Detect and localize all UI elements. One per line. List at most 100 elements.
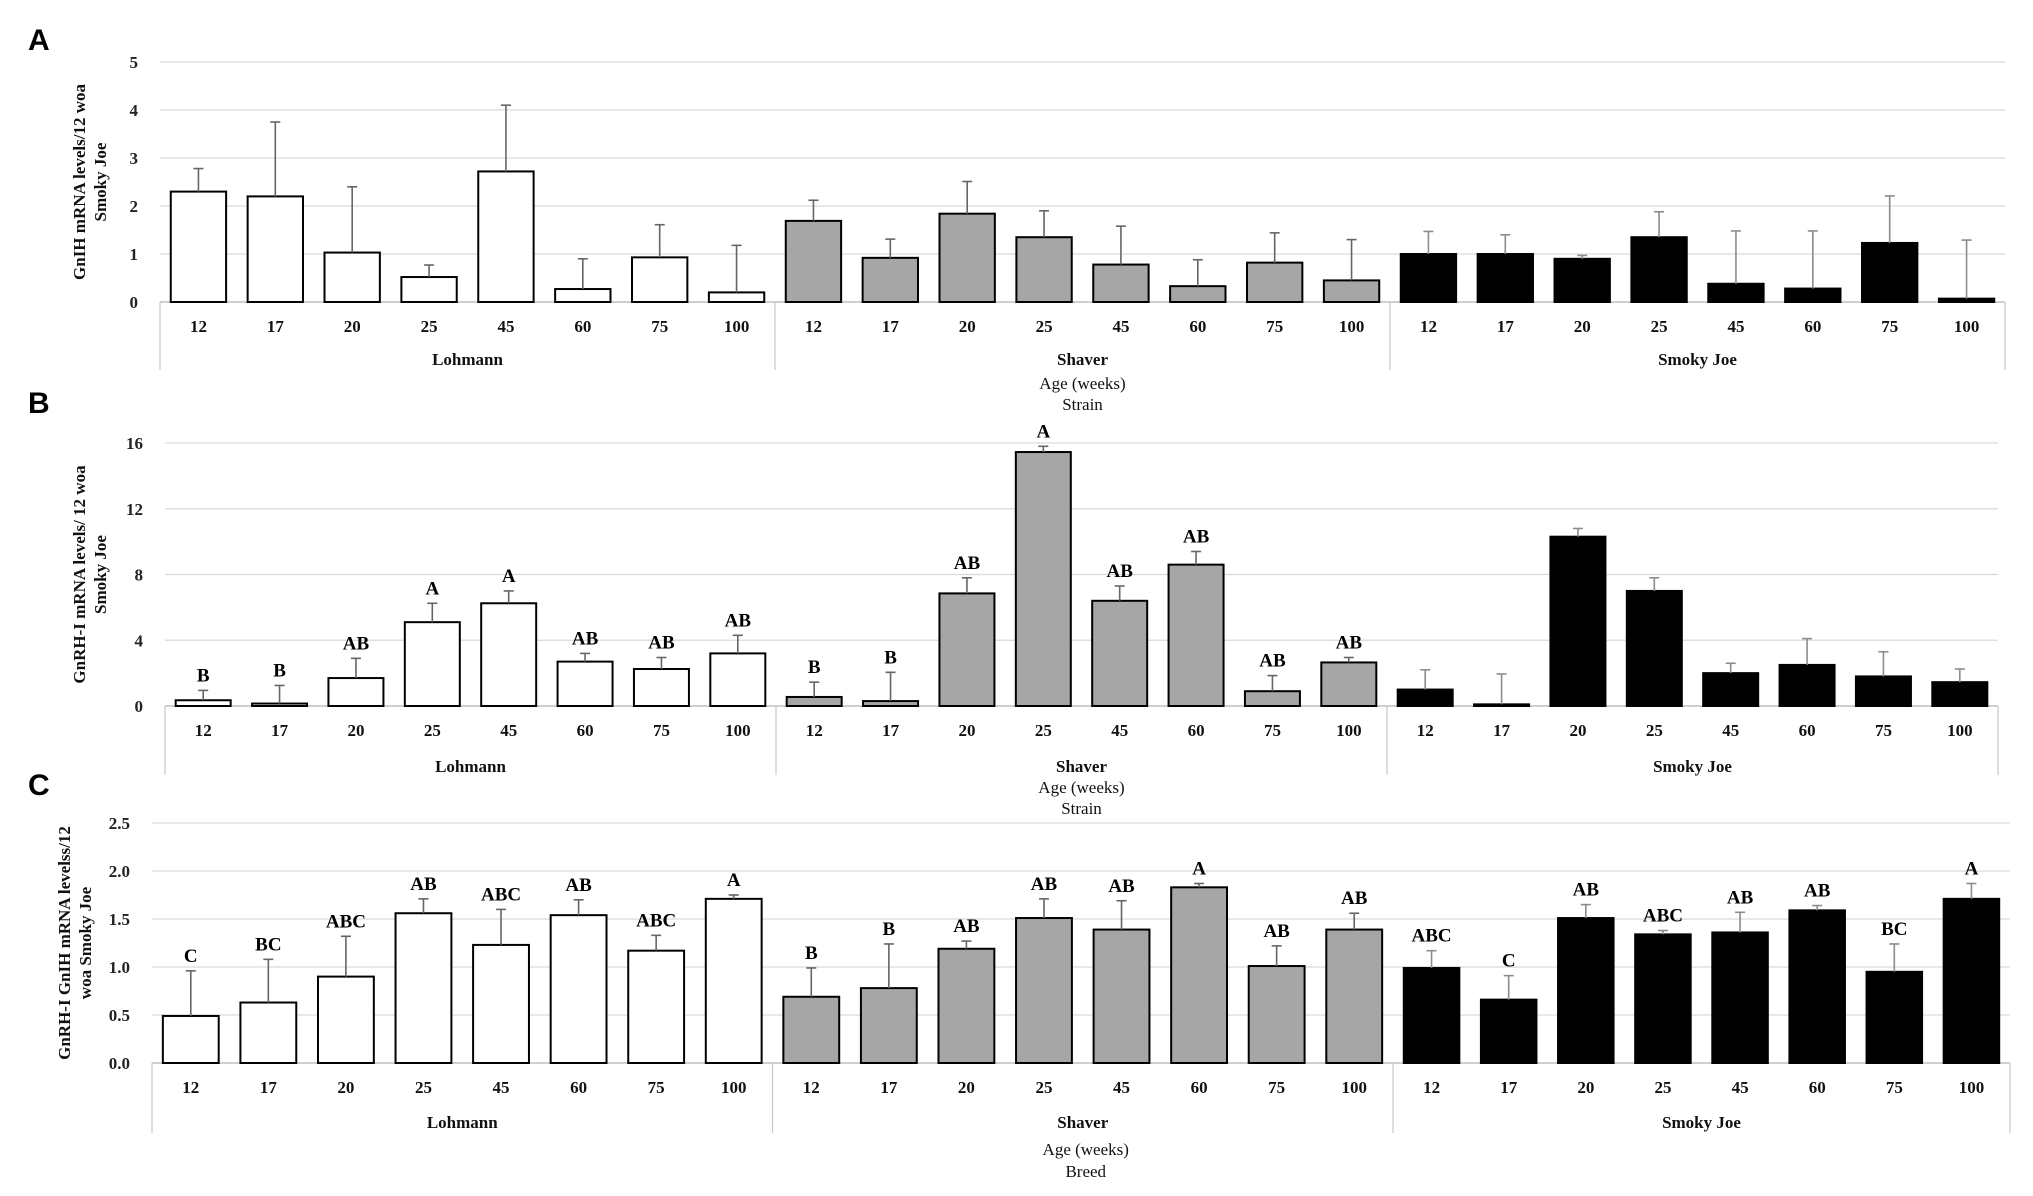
panel-c-sig-letter-smoky-joe-20: AB <box>1573 880 1600 901</box>
panel-c-sig-letter-lohmann-20: ABC <box>326 911 366 932</box>
panel-c-x-tick-label: 100 <box>721 1078 747 1097</box>
panel-a-bar-lohmann-20 <box>323 251 381 303</box>
panel-c-sig-letter-smoky-joe-25: ABC <box>1643 906 1683 927</box>
panel-c-sig-letter-lohmann-17: BC <box>255 934 281 955</box>
panel-c-sig-letter-smoky-joe-17: C <box>1502 951 1516 972</box>
panel-c-x-axis-title-2: Breed <box>1065 1162 1106 1181</box>
panel-c-sig-letter-smoky-joe-75: BC <box>1881 919 1907 940</box>
panel-a-bar-smoky-joe-60 <box>1784 287 1842 303</box>
panel-c-bar-smoky-joe-75 <box>1865 970 1924 1064</box>
panel-b-sig-letter-lohmann-20: AB <box>343 633 370 654</box>
panel-b-bar-smoky-joe-75 <box>1854 675 1912 707</box>
panel-a-bar-shaver-25 <box>1015 236 1073 303</box>
panel-c-x-tick-label: 17 <box>1500 1078 1518 1097</box>
panel-a-x-tick-label: 75 <box>1266 317 1283 336</box>
panel-a-bar-smoky-joe-25 <box>1630 236 1688 303</box>
panel-b-x-tick-label: 25 <box>424 721 441 740</box>
panel-b-sig-letter-lohmann-17: B <box>273 660 286 681</box>
panel-a-bar-shaver-45 <box>1092 263 1150 303</box>
panel-c-bar-shaver-12 <box>782 995 841 1065</box>
panel-b-group-label-smoky-joe: Smoky Joe <box>1653 757 1732 776</box>
panel-a-x-tick-label: 17 <box>882 317 900 336</box>
panel-c-x-tick-label: 12 <box>803 1078 820 1097</box>
panel-a-group-label-shaver: Shaver <box>1057 350 1108 369</box>
panel-c-x-tick-label: 60 <box>570 1078 587 1097</box>
panel-a-x-tick-label: 20 <box>959 317 976 336</box>
panel-c-x-tick-label: 75 <box>648 1078 665 1097</box>
panel-a-bar-smoky-joe-100 <box>1937 297 1996 304</box>
panel-a-bar-lohmann-60 <box>554 288 612 304</box>
panel-b-x-tick-label: 25 <box>1035 721 1052 740</box>
panel-b-sig-letter-lohmann-75: AB <box>648 633 675 654</box>
panel-b-x-tick-label: 17 <box>1493 721 1511 740</box>
panel-c-y-tick-label: 2.0 <box>109 862 130 881</box>
panel-a-x-axis-title-1: Age (weeks) <box>1039 374 1125 393</box>
panel-c-bar-shaver-25 <box>1015 917 1073 1064</box>
panel-b-group-label-lohmann: Lohmann <box>435 757 506 776</box>
panel-c-x-tick-label: 100 <box>1341 1078 1367 1097</box>
panel-b-x-tick-label: 45 <box>500 721 517 740</box>
panel-b-sig-letter-lohmann-12: B <box>197 665 210 686</box>
panel-c-bar-lohmann-17 <box>239 1001 298 1065</box>
panel-c-sig-letter-shaver-20: AB <box>953 916 980 937</box>
panel-a-bar-smoky-joe-45 <box>1707 282 1765 304</box>
panel-c-x-tick-label: 20 <box>958 1078 975 1097</box>
panel-c-x-tick-label: 25 <box>1654 1078 1671 1097</box>
panel-c-y-tick-label: 0.0 <box>109 1054 130 1073</box>
panel-c-bar-shaver-20 <box>937 947 996 1065</box>
panel-b-sig-letter-shaver-12: B <box>808 657 821 678</box>
panel-a-bar-shaver-12 <box>784 219 843 304</box>
panel-b-bar-smoky-joe-20 <box>1549 535 1607 707</box>
panel-b-bar-shaver-45 <box>1091 599 1149 707</box>
panel-c-x-tick-label: 25 <box>415 1078 432 1097</box>
panel-a-bar-lohmann-100 <box>707 291 766 303</box>
panel-a-x-axis-title-2: Strain <box>1062 395 1103 414</box>
panel-c-bar-lohmann-100 <box>704 897 763 1065</box>
panel-b-x-tick-label: 45 <box>1722 721 1739 740</box>
panel-c-x-tick-label: 60 <box>1191 1078 1208 1097</box>
panel-c-x-tick-label: 75 <box>1886 1078 1903 1097</box>
panel-a-x-tick-label: 60 <box>1804 317 1821 336</box>
panel-b-x-tick-label: 60 <box>1188 721 1205 740</box>
panel-a-y-tick-label: 2 <box>130 197 139 216</box>
panel-a-bar-shaver-75 <box>1246 261 1304 304</box>
panel-c-x-tick-label: 45 <box>1732 1078 1749 1097</box>
panel-b-bar-shaver-100 <box>1320 661 1378 707</box>
panel-a-x-tick-label: 20 <box>344 317 361 336</box>
panel-c-y-tick-label: 0.5 <box>109 1006 130 1025</box>
panel-c-group-label-smoky-joe: Smoky Joe <box>1662 1113 1741 1132</box>
panel-b-bar-lohmann-75 <box>632 668 690 707</box>
panel-c-bar-lohmann-60 <box>549 914 608 1064</box>
panel-a-x-tick-label: 60 <box>574 317 591 336</box>
panel-a-x-tick-label: 100 <box>1954 317 1980 336</box>
panel-b-sig-letter-shaver-60: AB <box>1183 526 1210 547</box>
panel-b-bar-smoky-joe-25 <box>1625 589 1683 707</box>
panel-a-x-tick-label: 12 <box>1420 317 1437 336</box>
panel-b-x-tick-label: 100 <box>1336 721 1362 740</box>
panel-c-y-tick-label: 1.5 <box>109 910 130 929</box>
panel-c-bar-smoky-joe-17 <box>1479 998 1538 1065</box>
panel-b-bar-lohmann-12 <box>174 699 232 708</box>
panel-c-sig-letter-shaver-100: AB <box>1341 888 1368 909</box>
panel-c-sig-letter-lohmann-60: AB <box>565 875 592 896</box>
panel-b-bar-lohmann-20 <box>327 677 385 708</box>
panel-c-bar-smoky-joe-45 <box>1711 931 1769 1064</box>
panel-c-bar-smoky-joe-20 <box>1557 917 1615 1064</box>
panel-a-group-label-lohmann: Lohmann <box>432 350 503 369</box>
panel-c-bar-smoky-joe-100 <box>1942 897 2001 1065</box>
panel-a-x-tick-label: 45 <box>497 317 514 336</box>
panel-c-x-tick-label: 100 <box>1959 1078 1985 1097</box>
panel-c-bar-lohmann-75 <box>627 949 686 1064</box>
panel-c-x-tick-label: 45 <box>493 1078 510 1097</box>
panel-c-bar-smoky-joe-25 <box>1634 933 1692 1064</box>
panel-c-sig-letter-lohmann-25: AB <box>410 874 437 895</box>
panel-a-y-tick-label: 1 <box>130 245 139 264</box>
panel-a-x-tick-label: 75 <box>651 317 668 336</box>
panel-c-x-axis-title-1: Age (weeks) <box>1043 1140 1129 1159</box>
panel-b-bar-shaver-25 <box>1014 451 1072 707</box>
panel-c-group-label-shaver: Shaver <box>1057 1113 1108 1132</box>
panel-b-sig-letter-shaver-45: AB <box>1106 561 1133 582</box>
panel-b-y-axis-title-2: Smoky Joe <box>91 535 110 614</box>
panel-b-bar-shaver-17 <box>862 700 920 707</box>
panel-c-sig-letter-lohmann-12: C <box>184 946 198 967</box>
